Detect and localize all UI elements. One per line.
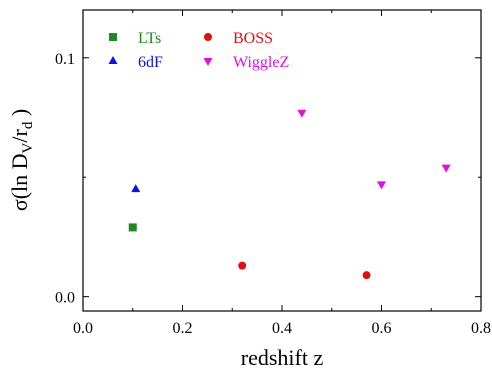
legend-marker-6df bbox=[108, 56, 118, 64]
x-tick-label: 0.4 bbox=[272, 320, 292, 337]
y-tick-label: 0.0 bbox=[55, 290, 75, 307]
data-point-6df bbox=[131, 184, 141, 193]
data-point-boss bbox=[362, 271, 371, 280]
x-tick-label: 0.8 bbox=[471, 320, 491, 337]
y-axis-ticks: 0.0 0.1 bbox=[55, 51, 481, 307]
x-tick-label: 0.6 bbox=[372, 320, 392, 337]
data-point-wigglez bbox=[297, 109, 307, 118]
x-axis-label: redshift z bbox=[241, 345, 324, 370]
data-points bbox=[128, 109, 451, 280]
x-tick-label: 0.0 bbox=[73, 320, 93, 337]
y-axis-label: σ(ln DV/rd ) bbox=[7, 109, 36, 211]
legend: LTs 6dF BOSS WiggleZ bbox=[108, 30, 289, 71]
legend-marker-boss bbox=[204, 33, 212, 41]
legend-label-wigglez: WiggleZ bbox=[233, 54, 289, 71]
data-point-boss bbox=[238, 261, 247, 270]
data-point-lts bbox=[128, 223, 137, 232]
legend-label-boss: BOSS bbox=[233, 30, 273, 47]
legend-label-6df: 6dF bbox=[138, 54, 163, 71]
legend-marker-wigglez bbox=[203, 58, 213, 66]
x-axis-ticks: 0.0 0.2 0.4 0.6 0.8 bbox=[73, 10, 491, 337]
legend-marker-lts bbox=[109, 33, 117, 41]
data-point-wigglez bbox=[377, 181, 386, 190]
legend-label-lts: LTs bbox=[138, 30, 161, 47]
x-tick-label: 0.2 bbox=[173, 320, 193, 337]
y-tick-label: 0.1 bbox=[55, 51, 75, 68]
data-point-wigglez bbox=[441, 164, 451, 173]
